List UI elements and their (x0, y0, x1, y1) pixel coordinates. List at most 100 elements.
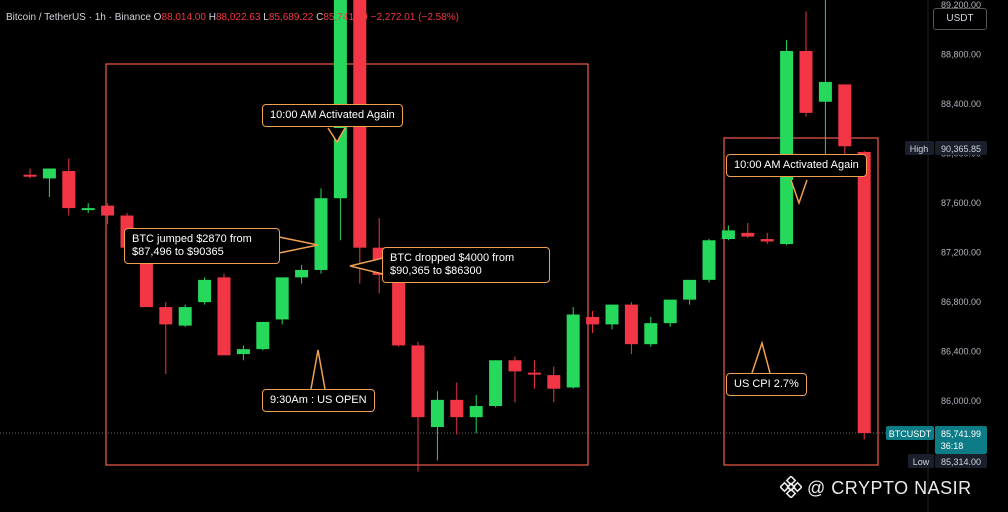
callout-pointers (278, 127, 808, 390)
candle-body (275, 277, 289, 320)
high-label: High (910, 144, 929, 154)
last-price: 85,741.99 (941, 429, 981, 439)
callout-us-open: 9:30Am : US OPEN (262, 389, 375, 412)
candle-body (256, 321, 270, 350)
ohlc-high: 88,022.63 (215, 12, 261, 23)
candle-body (644, 323, 658, 345)
price-tick-label: 87,200.00 (941, 248, 981, 258)
candle-body (586, 316, 600, 325)
callout-jumped-line1: BTC jumped $2870 from (132, 233, 252, 245)
low-label-tag (908, 454, 934, 468)
ohlc-change: −2,272.01 (−2.58%) (370, 12, 460, 23)
candle-body (818, 81, 832, 102)
callout-btc-dropped: BTC dropped $4000 from $90,365 to $86300 (382, 247, 550, 283)
candle-body (663, 299, 677, 324)
candle-body (605, 304, 619, 325)
candle-body (760, 239, 774, 242)
candle-body (547, 375, 561, 389)
candle-body (217, 277, 231, 356)
candle-body (198, 279, 212, 303)
callout-dropped-line2: $90,365 to $86300 (390, 265, 482, 277)
price-axis[interactable]: 92,000.0091,600.0091,200.0090,800.0090,4… (941, 0, 981, 456)
price-tick-label: 89,200.00 (941, 0, 981, 10)
pointer-us-open (310, 349, 326, 390)
callout-activated-1-text: 10:00 AM Activated Again (270, 109, 395, 121)
pointer-jumped (278, 236, 319, 254)
candle-body (450, 399, 464, 418)
candle-body (314, 198, 328, 270)
ohlc-open-label: O (153, 12, 162, 23)
ohlc-close-label: C (316, 12, 324, 23)
highlight-box-us-cpi (723, 137, 879, 466)
candle-body (42, 168, 56, 179)
pointer-activated-1 (327, 127, 346, 144)
candle-body (430, 399, 444, 428)
candle-body (62, 171, 76, 209)
ohlc-close: 85,741.99 (323, 12, 368, 23)
price-tick-label: 86,800.00 (941, 297, 981, 307)
candle-body (683, 279, 697, 300)
candle-body (527, 372, 541, 375)
candle-body (721, 230, 735, 240)
callout-activated-2-text: 10:00 AM Activated Again (734, 159, 859, 171)
candle-body (489, 360, 503, 407)
symbol-title[interactable]: Bitcoin / TetherUS · 1h · Binance (6, 12, 151, 23)
price-tick-label: 88,800.00 (941, 50, 981, 60)
currency-button[interactable]: USDT (933, 8, 987, 30)
high-value-tag (935, 141, 987, 155)
watermark: @ CRYPTO NASIR (779, 475, 972, 499)
highlight-box-us-open (105, 63, 589, 466)
ohlc-low-label: L (263, 12, 269, 23)
candle-body (236, 349, 250, 355)
pointer-activated-2 (790, 179, 808, 206)
candle-body (469, 406, 483, 418)
low-value: 85,314.00 (941, 457, 981, 467)
candle-body (566, 314, 580, 388)
pointer-dropped (349, 257, 384, 275)
callout-us-cpi-text: US CPI 2.7% (734, 378, 799, 390)
candle-body (392, 274, 406, 346)
candle-body (333, 0, 347, 199)
candle-body (624, 304, 638, 345)
candle-body (508, 360, 522, 372)
high-value: 90,365.85 (941, 144, 981, 154)
candle-body (702, 240, 716, 280)
candle-body (139, 252, 153, 308)
candle-body (799, 51, 813, 113)
high-label-tag (905, 141, 934, 155)
price-tick-label: 86,000.00 (941, 396, 981, 406)
callout-activated-1: 10:00 AM Activated Again (262, 104, 403, 127)
candle-body (159, 307, 173, 325)
last-symbol: BTCUSDT (889, 429, 932, 439)
symbol-header: Bitcoin / TetherUS · 1h · Binance O88,01… (6, 12, 459, 23)
price-tick-label: 88,400.00 (941, 99, 981, 109)
callout-jumped-line2: $87,496 to $90365 (132, 246, 224, 258)
candle-body (101, 205, 115, 216)
low-label: Low (913, 457, 930, 467)
pointer-us-cpi (751, 340, 771, 374)
price-tick-label: 86,400.00 (941, 347, 981, 357)
ohlc-high-label: H (208, 12, 216, 23)
last-symbol-tag (886, 426, 934, 440)
callout-activated-2: 10:00 AM Activated Again (726, 154, 867, 177)
callout-us-cpi: US CPI 2.7% (726, 373, 807, 396)
candle-body (295, 269, 309, 278)
candle-body (857, 151, 871, 433)
low-value-tag (935, 454, 987, 468)
candle-body (838, 84, 852, 147)
price-tick-label: 87,600.00 (941, 198, 981, 208)
ohlc-low: 85,689.22 (268, 12, 314, 23)
callout-dropped-line1: BTC dropped $4000 from (390, 252, 515, 264)
candle-body (178, 307, 192, 326)
watermark-text: @ CRYPTO NASIR (807, 478, 972, 498)
ohlc-open: 88,014.00 (161, 12, 206, 23)
candle-body (81, 208, 95, 211)
candle-body (780, 51, 794, 244)
candle-body (23, 174, 37, 177)
binance-logo-icon (779, 475, 803, 499)
bar-countdown: 36:18 (941, 441, 964, 451)
last-price-tag (935, 426, 987, 454)
callout-btc-jumped: BTC jumped $2870 from $87,496 to $90365 (124, 228, 280, 264)
candle-body (741, 232, 755, 237)
callout-us-open-text: 9:30Am : US OPEN (270, 394, 367, 406)
